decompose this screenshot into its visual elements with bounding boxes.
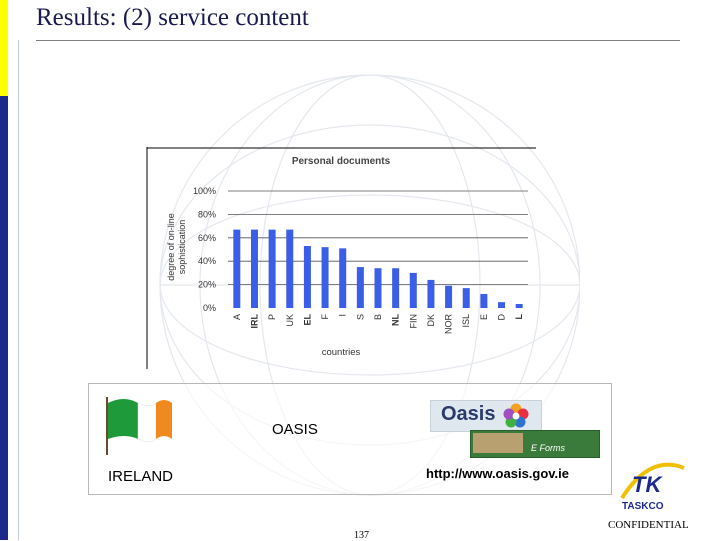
x-tick-label: NL (391, 314, 401, 326)
x-tick-label: L (514, 314, 524, 320)
x-tick-label: F (320, 314, 330, 320)
bar-irl (250, 229, 258, 308)
bar-p (268, 229, 276, 308)
x-tick-label: IRL (249, 314, 259, 329)
eforms-image (473, 433, 523, 453)
x-tick-label: S (355, 314, 365, 320)
y-tick-label: 40% (198, 256, 216, 266)
bar-d (498, 302, 506, 308)
bar-chart: Personal documents degree of on-linesoph… (146, 147, 536, 369)
page-number: 137 (354, 530, 369, 541)
y-tick-label: 20% (198, 280, 216, 290)
x-tick-label: I (338, 314, 348, 317)
bar-s (356, 267, 364, 308)
bar-uk (286, 229, 294, 308)
confidential-label: CONFIDENTIAL (608, 519, 689, 531)
x-tick-label: NOR (444, 314, 454, 335)
ireland-flag-icon (106, 397, 172, 455)
y-tick-label: 100% (193, 186, 216, 196)
x-tick-label: B (373, 314, 383, 320)
x-tick-label: A (232, 314, 242, 320)
chart-y-axis-label: degree of on-linesophistication (166, 213, 187, 281)
bar-b (374, 268, 382, 308)
bar-e (480, 293, 488, 308)
x-tick-label: ISL (461, 314, 471, 328)
title-divider (36, 40, 680, 41)
eforms-label: E Forms (531, 443, 566, 453)
slide-title: Results: (2) service content (36, 4, 309, 31)
bar-isl (462, 288, 470, 308)
x-tick-label: UK (285, 314, 295, 327)
bar-nor (445, 285, 453, 308)
bar-f (321, 247, 329, 308)
bar-i (339, 248, 347, 308)
x-tick-label: EL (302, 314, 312, 326)
service-name-label: OASIS (272, 421, 318, 438)
x-tick-label: DK (426, 314, 436, 327)
eforms-banner: E Forms (470, 430, 600, 458)
oasis-logo: Oasis (430, 400, 542, 432)
chart-title: Personal documents (292, 156, 391, 167)
x-tick-label: E (479, 314, 489, 320)
bar-a (233, 229, 241, 308)
taskco-name: TASKCO (622, 501, 664, 512)
bar-dk (427, 279, 435, 308)
y-tick-label: 80% (198, 209, 216, 219)
bar-fin (409, 272, 417, 308)
country-label: IRELAND (108, 468, 174, 485)
chart-x-axis-label: countries (322, 347, 361, 358)
taskco-logo: TK (620, 462, 685, 500)
taskco-mark: TK (632, 472, 663, 497)
bar-nl (392, 268, 400, 308)
service-url-link[interactable]: http://www.oasis.gov.ie (426, 466, 570, 481)
accent-bar-yellow (0, 0, 8, 96)
y-tick-label: 0% (203, 303, 216, 313)
x-tick-label: FIN (408, 314, 418, 329)
flower-icon (503, 403, 529, 428)
y-tick-label: 60% (198, 233, 216, 243)
x-tick-label: P (267, 314, 277, 320)
accent-bar-blue (0, 96, 8, 540)
bar-el (303, 245, 311, 308)
x-tick-label: D (497, 314, 507, 321)
bar-l (515, 304, 523, 308)
oasis-logo-text: Oasis (441, 403, 496, 425)
divider-vertical (18, 40, 19, 540)
